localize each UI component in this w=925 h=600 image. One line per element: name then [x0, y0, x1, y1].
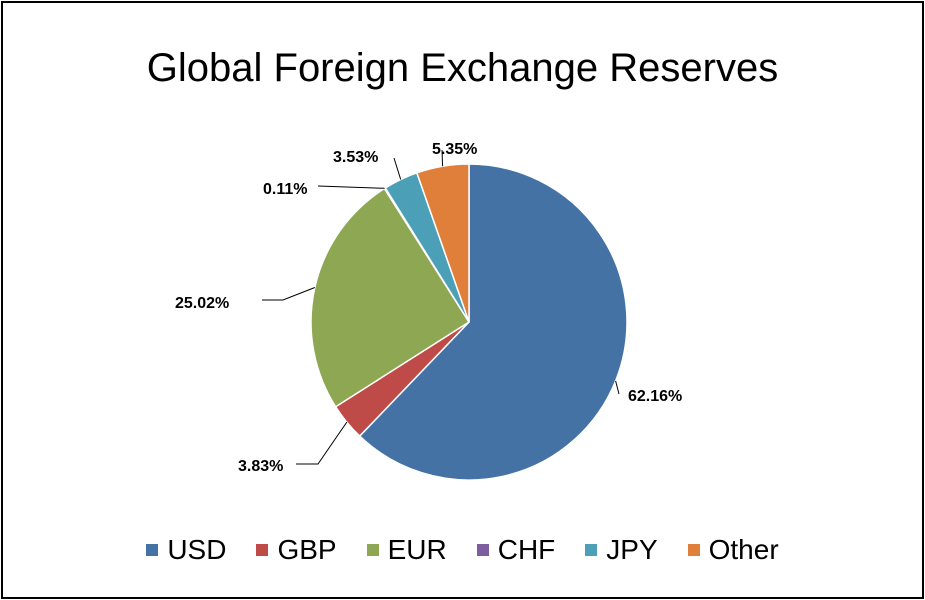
legend-label-eur: EUR — [387, 534, 447, 565]
chart-title: Global Foreign Exchange Reserves — [146, 46, 779, 90]
pie-slice-other — [415, 163, 470, 323]
legend-item-usd: USD — [146, 534, 226, 566]
legend-label-usd: USD — [167, 534, 227, 565]
legend-swatch-other — [687, 544, 700, 556]
legend-swatch-eur — [366, 544, 379, 556]
leader-line-jpy — [393, 157, 402, 180]
legend-label-gbp: GBP — [277, 534, 337, 565]
legend-swatch-usd — [146, 544, 159, 556]
legend-item-eur: EUR — [366, 534, 447, 566]
legend-label-jpy: JPY — [606, 534, 658, 565]
data-label-chf: 0.11% — [263, 181, 307, 198]
pie-slice-usd — [358, 163, 628, 481]
data-label-other: 5.35% — [432, 141, 477, 158]
legend-swatch-chf — [476, 544, 489, 556]
data-label-jpy: 3.53% — [333, 149, 378, 166]
legend-item-jpy: JPY — [585, 534, 658, 566]
legend-label-chf: CHF — [497, 534, 556, 565]
leader-line-usd — [615, 380, 620, 395]
leader-line-chf — [317, 185, 385, 189]
legend-swatch-gbp — [256, 544, 269, 556]
leader-line-other — [441, 149, 444, 167]
data-label-gbp: 3.83% — [238, 458, 283, 475]
legend-swatch-jpy — [585, 544, 598, 556]
leader-line-eur — [262, 287, 315, 301]
legend-label-other: Other — [708, 534, 779, 565]
legend-item-other: Other — [687, 534, 779, 566]
data-label-eur: 25.02% — [175, 295, 229, 312]
legend-item-chf: CHF — [476, 534, 556, 566]
chart-legend: USD GBP EUR CHF JPY Other — [0, 530, 925, 570]
leader-line-gbp — [296, 421, 348, 465]
legend-item-gbp: GBP — [256, 534, 337, 566]
data-label-usd: 62.16% — [628, 388, 682, 405]
